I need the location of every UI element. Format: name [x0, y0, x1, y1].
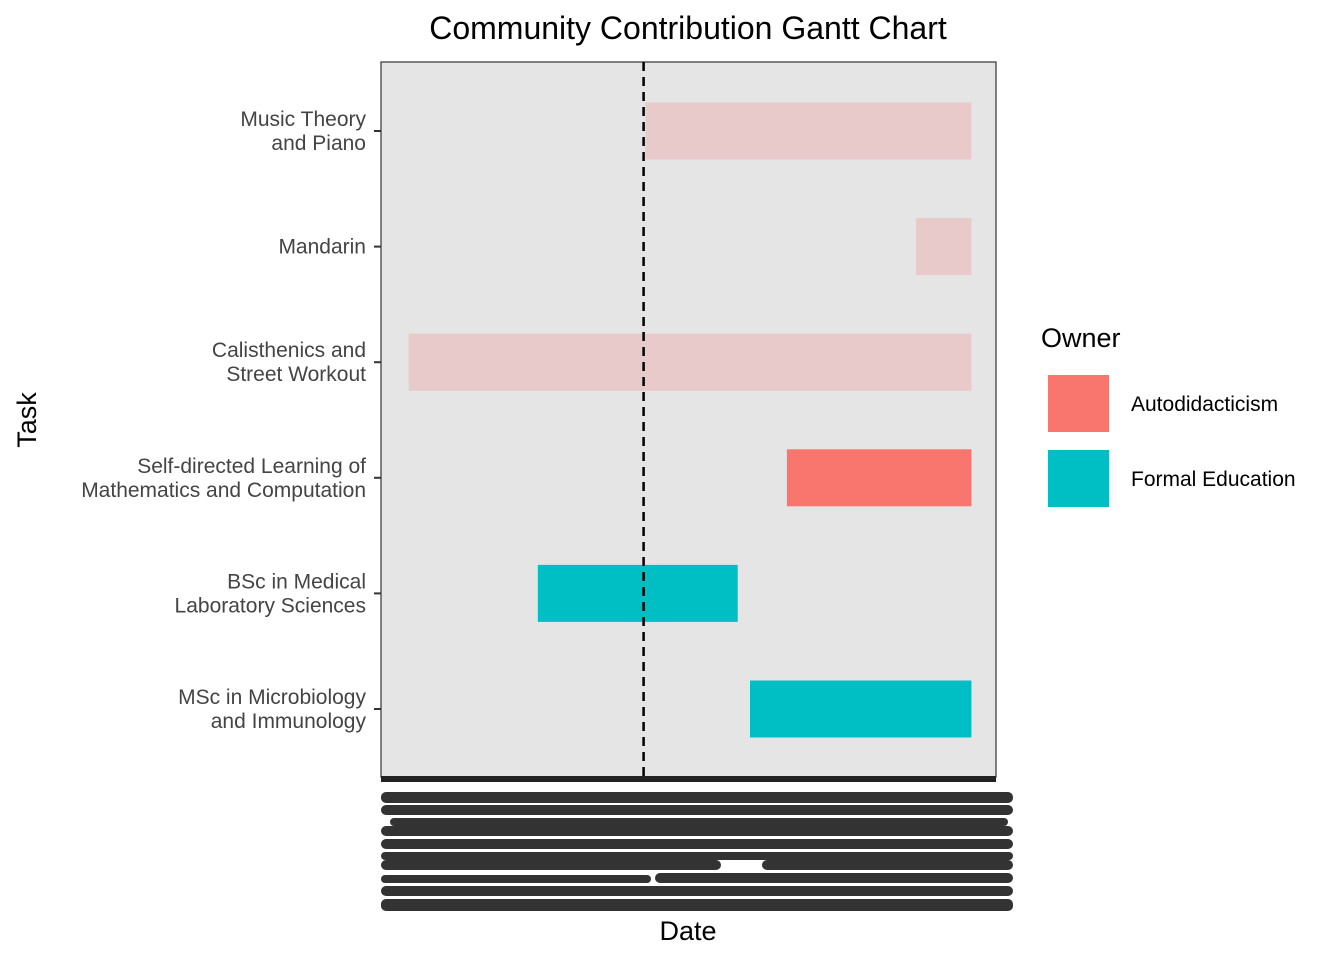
task-bar — [786, 449, 972, 507]
task-bars — [408, 102, 972, 738]
y-tick-label: Laboratory Sciences — [175, 594, 366, 617]
task-bar — [750, 680, 972, 738]
x-tick-label-blob — [381, 805, 1013, 815]
y-tick-label: MSc in Microbiology — [178, 686, 366, 709]
legend-key — [1048, 450, 1109, 507]
x-tick-label-blob — [655, 873, 1013, 883]
y-tick-label: Music Theory — [240, 108, 366, 131]
legend-entries: Autodidacticism Formal Education — [1048, 375, 1296, 507]
task-bar — [916, 218, 972, 276]
y-axis-label: Task — [12, 392, 42, 448]
x-tick-label-blob — [381, 852, 1013, 860]
x-axis-label: Date — [659, 916, 716, 946]
y-tick-label: Street Workout — [226, 363, 366, 386]
y-tick-label: and Immunology — [211, 710, 367, 733]
legend: Owner Autodidacticism Formal Education — [1041, 323, 1296, 507]
x-tick-label-blob — [381, 826, 1013, 836]
x-axis-line — [381, 776, 996, 782]
legend-label: Autodidacticism — [1131, 393, 1278, 416]
x-tick-label-blob — [762, 860, 1013, 870]
task-bar — [408, 333, 972, 391]
legend-key — [1048, 375, 1109, 432]
y-tick-label: Calisthenics and — [212, 339, 366, 362]
y-tick-label: Self-directed Learning of — [137, 455, 366, 478]
task-bar — [537, 564, 738, 622]
legend-title: Owner — [1041, 323, 1121, 353]
task-bar — [645, 102, 972, 160]
y-axis-ticks — [374, 130, 381, 710]
x-axis-overlapping-tick-labels — [381, 776, 1013, 911]
x-tick-label-blob — [381, 899, 1013, 911]
y-tick-label: and Piano — [271, 132, 366, 155]
legend-label: Formal Education — [1131, 468, 1296, 491]
y-tick-label: Mathematics and Computation — [81, 479, 366, 502]
chart-title: Community Contribution Gantt Chart — [429, 10, 947, 46]
x-tick-label-blob — [381, 886, 1013, 896]
x-tick-label-blob — [381, 839, 1013, 849]
x-tick-label-blob — [381, 860, 721, 870]
y-tick-label: Mandarin — [278, 236, 366, 259]
plot-panel — [380, 61, 997, 778]
x-tick-label-blob — [381, 792, 1013, 803]
y-tick-label: BSc in Medical — [227, 570, 366, 593]
x-tick-label-blob — [381, 875, 651, 883]
x-tick-label-blob — [390, 818, 1008, 826]
